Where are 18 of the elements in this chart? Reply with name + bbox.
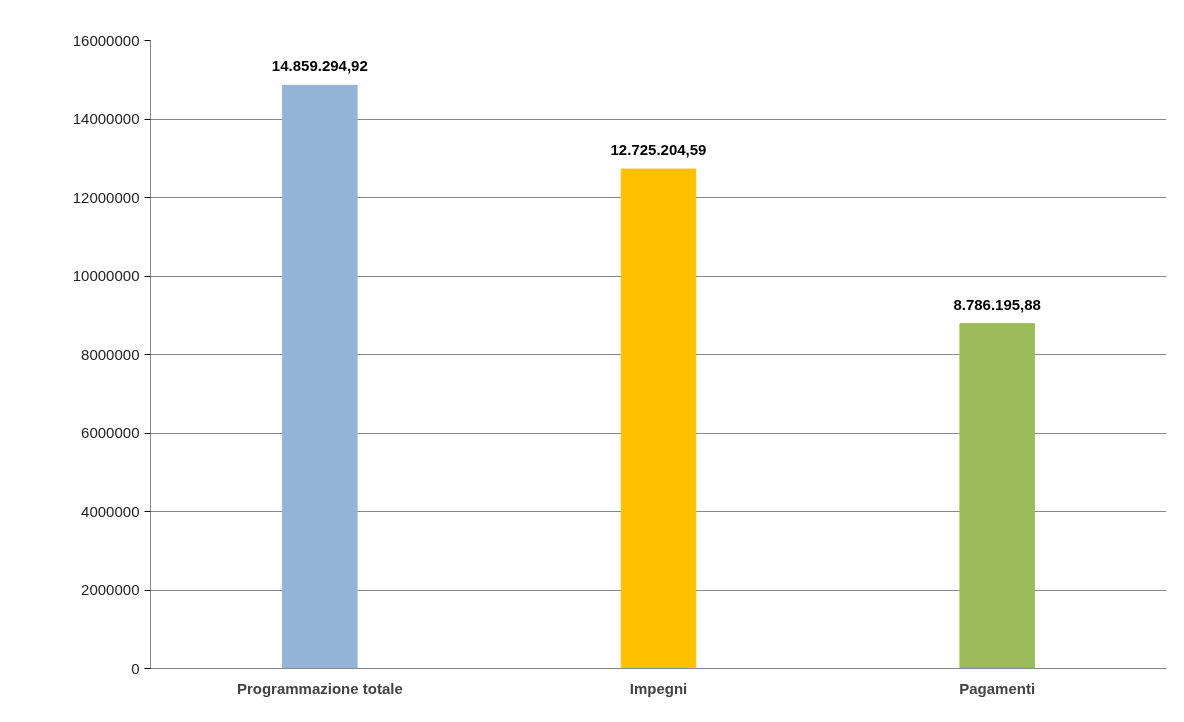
- y-tick-label: 0: [131, 659, 140, 677]
- bar: [959, 323, 1035, 669]
- x-tick-label: Impegni: [629, 679, 688, 697]
- data-label: 8.786.195,88: [953, 295, 1041, 313]
- bar: [620, 168, 697, 669]
- y-tick-label: 12000000: [72, 188, 140, 206]
- data-label: 14.859.294,92: [271, 57, 368, 75]
- y-tick-label: 16000000: [72, 31, 140, 49]
- y-tick-label: 10000000: [72, 267, 140, 284]
- y-tick-label: 2000000: [81, 581, 140, 598]
- y-tick-label: 6000000: [81, 424, 140, 441]
- bar: [282, 84, 358, 669]
- y-tick-label: 14000000: [72, 110, 140, 127]
- y-tick-label: 4000000: [81, 502, 140, 520]
- x-tick-label: Pagamenti: [959, 679, 1036, 697]
- data-label: 12.725.204,59: [610, 141, 707, 159]
- x-tick-label: Programmazione totale: [236, 679, 403, 697]
- y-tick-label: 8000000: [81, 345, 140, 363]
